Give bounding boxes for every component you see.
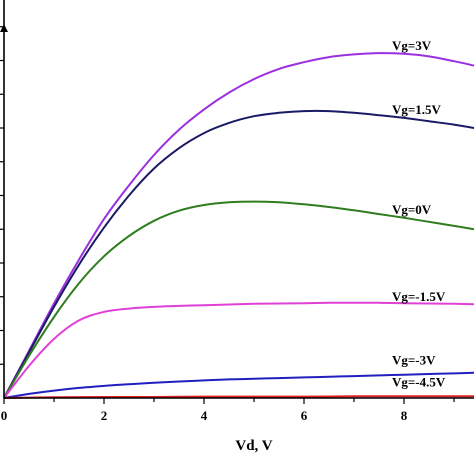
x-tick-label: 0 [1,408,8,423]
axes-layer [0,0,474,399]
x-tick-label: 2 [101,408,108,423]
series-label-vg-3v: Vg=3V [392,38,432,53]
y-axis-arrow-icon [0,24,8,32]
series-line-vg-3v [3,371,474,399]
series-line-vg-0v [3,200,474,399]
series-line-vg-1p5v [3,301,474,399]
series-label-vg-4p5v: Vg=-4.5V [392,374,446,389]
series-label-vg-1p5v: Vg=-1.5V [392,289,446,304]
x-tick-label: 8 [401,408,408,423]
series-label-vg-0v: Vg=0V [392,202,432,217]
series-labels-layer: Vg=3V Vg=1.5V Vg=0V Vg=-1.5V Vg=-3V Vg=-4.5V [392,38,446,390]
series-line-vg-3v [3,52,474,399]
x-tick-label: 6 [301,408,308,423]
series-line-vg-1p5v [3,109,474,399]
ticks-layer: 0 2 4 6 8 [0,26,455,423]
series-line-vg-4p5v [3,395,474,399]
series-label-vg-1p5v: Vg=1.5V [392,102,442,117]
curves-layer [3,52,474,399]
x-tick-label: 4 [201,408,208,423]
series-label-vg-3v: Vg=-3V [392,353,436,368]
x-axis-title: Vd, V [235,438,272,454]
